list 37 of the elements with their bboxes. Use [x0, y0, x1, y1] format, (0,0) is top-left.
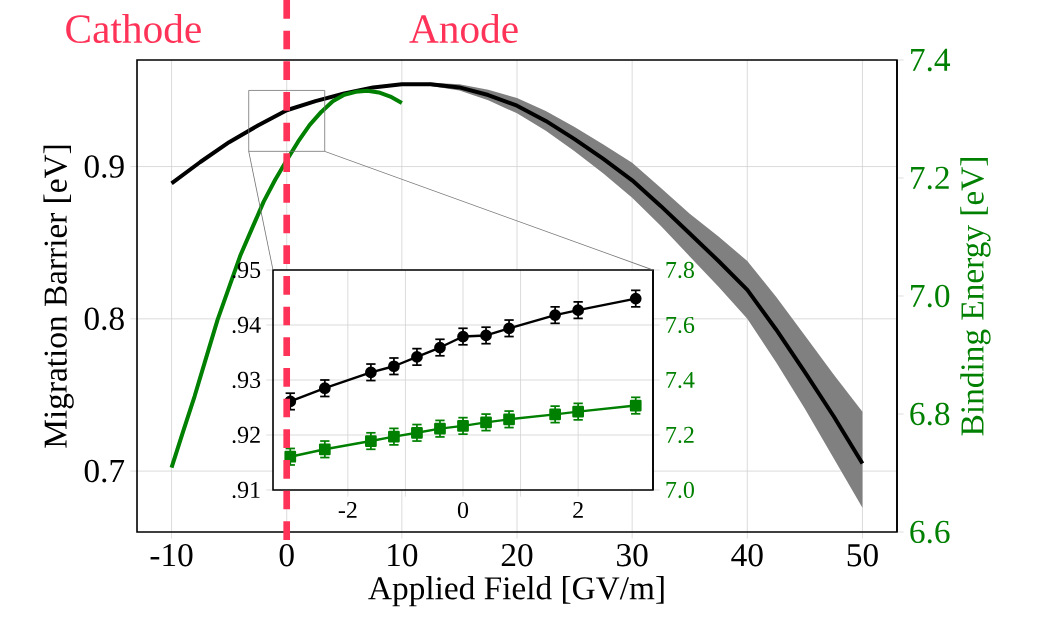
- point: [365, 435, 377, 447]
- point: [457, 420, 469, 432]
- y2-tick-label: 6.8: [910, 402, 950, 426]
- x-tick-label: 50: [847, 543, 878, 567]
- y2-axis-title: Binding Energy [eV]: [960, 158, 991, 436]
- y-tick-label: 0.7: [84, 459, 125, 483]
- y-tick-label: .92: [232, 426, 260, 444]
- y-tick-label: .93: [232, 371, 261, 389]
- y-axis-title: Migration Barrier [eV]: [43, 145, 74, 448]
- x-tick-label: -10: [150, 543, 193, 567]
- y2-tick-label: 7.8: [666, 261, 694, 279]
- point: [411, 351, 423, 363]
- y2-tick-label: 6.6: [910, 520, 950, 544]
- text: Cathode: [66, 13, 201, 44]
- x-tick-label: 30: [617, 543, 648, 567]
- line-series: [169, 88, 404, 470]
- x-tick-label: 2: [573, 501, 583, 518]
- y2-tick-label: 7.4: [911, 48, 951, 72]
- x-tick-label: 20: [501, 543, 533, 567]
- y2-tick-label: 7.4: [666, 371, 695, 389]
- y2-tick-label: 7.0: [666, 481, 694, 499]
- text: Anode: [409, 13, 518, 44]
- y2-tick-label: 7.0: [911, 284, 950, 308]
- x-tick-label: 0: [457, 501, 469, 519]
- y2-tick-label: 7.2: [911, 166, 949, 190]
- y-tick-label: 0.8: [84, 307, 124, 331]
- y-tick-label: .94: [232, 316, 261, 334]
- y-tick-label: 0.9: [84, 155, 124, 178]
- y2-tick-label: 7.6: [666, 316, 695, 334]
- y2-tick-label: 7.2: [666, 426, 694, 444]
- x-tick-label: -2: [338, 501, 357, 518]
- x-tick-label: 40: [731, 543, 763, 567]
- y-tick-label: .91: [232, 481, 260, 499]
- x-tick-label: 10: [388, 543, 418, 567]
- point: [549, 309, 561, 321]
- x-tick-label: 0: [279, 543, 294, 567]
- x-axis-title: Applied Field [GV/m]: [368, 576, 664, 607]
